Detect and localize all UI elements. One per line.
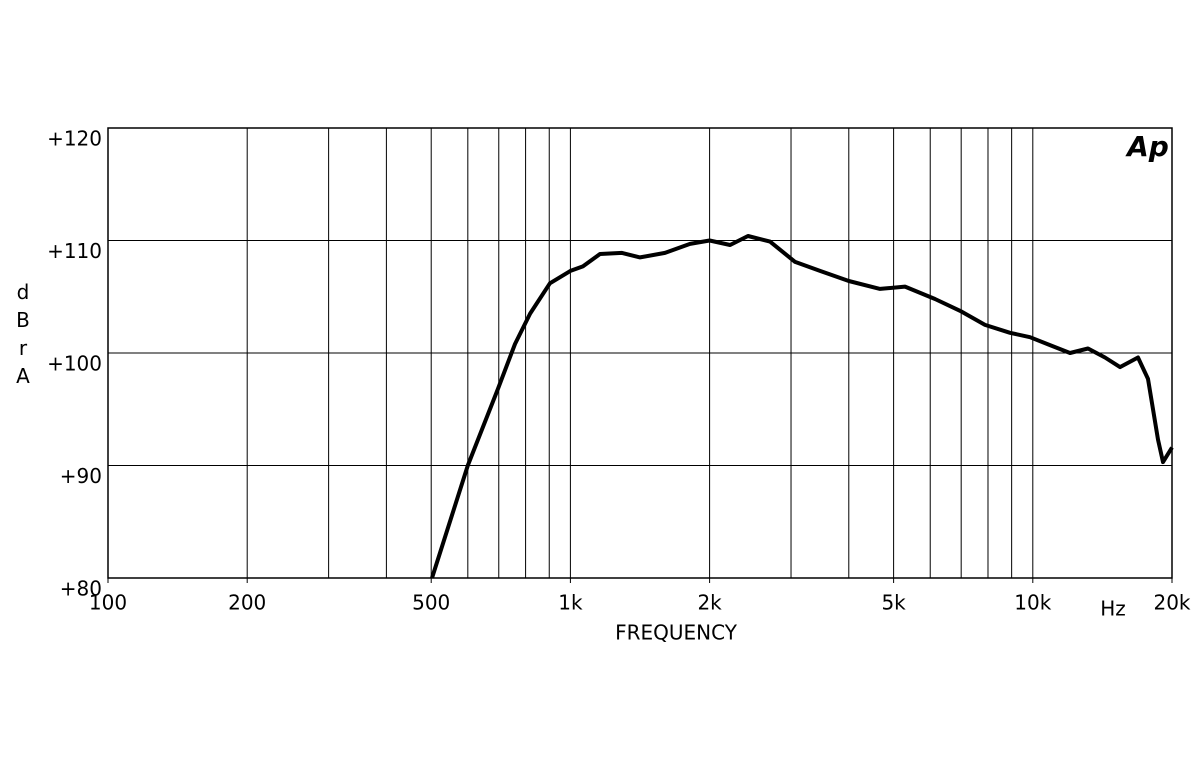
y-tick-label: +90 (60, 464, 102, 488)
x-tick-label: 200 (228, 591, 266, 615)
x-tick-label: 20k (1153, 591, 1190, 615)
x-tick-label: 1k (558, 591, 583, 615)
x-unit: Hz (1100, 597, 1126, 621)
y-axis-title: dBrA (11, 280, 35, 392)
x-tick-label: 500 (412, 591, 450, 615)
y-tick-label: +110 (47, 239, 102, 263)
x-tick-label: 2k (697, 591, 722, 615)
x-tick-label: 100 (89, 591, 127, 615)
x-tick-label: 5k (881, 591, 906, 615)
y-tick-label: +80 (60, 577, 102, 601)
line-series (430, 234, 1174, 579)
x-tick-label: 10k (1014, 591, 1051, 615)
y-tick-label: +100 (47, 352, 102, 376)
x-axis-title: FREQUENCY (615, 621, 738, 645)
logo: Ap (1125, 130, 1169, 163)
y-tick-label: +120 (47, 127, 102, 151)
